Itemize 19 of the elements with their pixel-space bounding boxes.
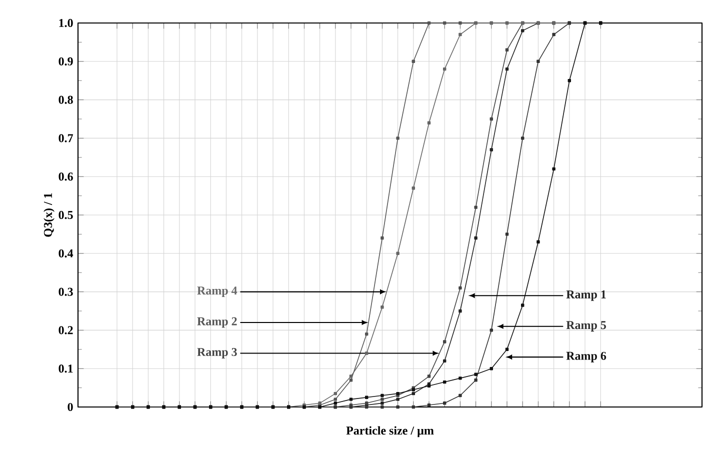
y-axis-title: Q3(x) / 1 — [44, 193, 54, 237]
y-tick-label: 0 — [68, 402, 73, 412]
y-tick-label: 0.3 — [58, 288, 73, 296]
y-tick-label: 0.4 — [58, 249, 74, 258]
y-tick-label: 1.0 — [59, 18, 73, 28]
y-tick-label: 0.2 — [58, 326, 73, 334]
y-tick-label: 0.9 — [58, 57, 73, 66]
y-tick-label: 0.5 — [58, 210, 73, 220]
text: Ramp 5 — [566, 321, 606, 332]
text: Ramp 1 — [566, 290, 606, 301]
y-tick-label: 0.6 — [58, 172, 73, 181]
text: Ramp 3 — [197, 348, 237, 358]
y-tick-label: 0.1 — [58, 364, 73, 373]
text: Ramp 6 — [566, 352, 606, 362]
text: Ramp 2 — [197, 317, 237, 328]
y-tick-label: 0.8 — [58, 96, 73, 104]
x-axis-title: Particle size / µm — [346, 426, 434, 438]
text: Ramp 4 — [197, 286, 238, 298]
y-tick-label: 0.7 — [58, 134, 73, 142]
